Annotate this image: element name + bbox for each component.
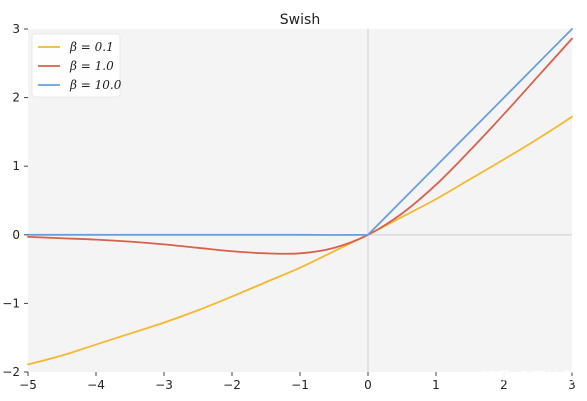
legend: β = 0.1 β = 1.0 β = 10.0 xyxy=(31,33,122,98)
y-axis-ticks: −2 −1 0 1 2 3 xyxy=(2,22,28,379)
legend-label: β = 10.0 xyxy=(69,78,122,92)
legend-label: β = 0.1 xyxy=(69,40,114,54)
x-tick-label: −1 xyxy=(291,378,309,392)
legend-box xyxy=(31,33,121,98)
y-tick-label: −2 xyxy=(2,365,20,379)
y-tick-label: 1 xyxy=(12,159,20,173)
series-line-3 xyxy=(27,28,573,236)
series-line-1 xyxy=(27,115,573,366)
x-tick-label: −3 xyxy=(155,378,173,392)
x-tick-label: −4 xyxy=(87,378,105,392)
legend-label: β = 1.0 xyxy=(69,59,114,73)
series-lines xyxy=(27,28,573,366)
y-tick-label: 3 xyxy=(12,22,20,36)
x-tick-label: −2 xyxy=(223,378,241,392)
x-tick-label: 2 xyxy=(500,378,508,392)
series-line-2 xyxy=(27,37,573,255)
y-tick-label: −1 xyxy=(2,296,20,310)
x-axis-ticks: −5 −4 −3 −2 −1 0 1 2 3 xyxy=(19,372,576,392)
x-tick-label: 0 xyxy=(364,378,372,392)
y-tick-label: 2 xyxy=(12,91,20,105)
x-tick-label: 1 xyxy=(432,378,440,392)
x-tick-label: −5 xyxy=(19,378,37,392)
y-tick-label: 0 xyxy=(12,228,20,242)
watermark: 知乎 @黄维东 xyxy=(481,368,576,386)
chart-title: Swish xyxy=(280,12,320,28)
x-tick-label: 3 xyxy=(568,378,576,392)
